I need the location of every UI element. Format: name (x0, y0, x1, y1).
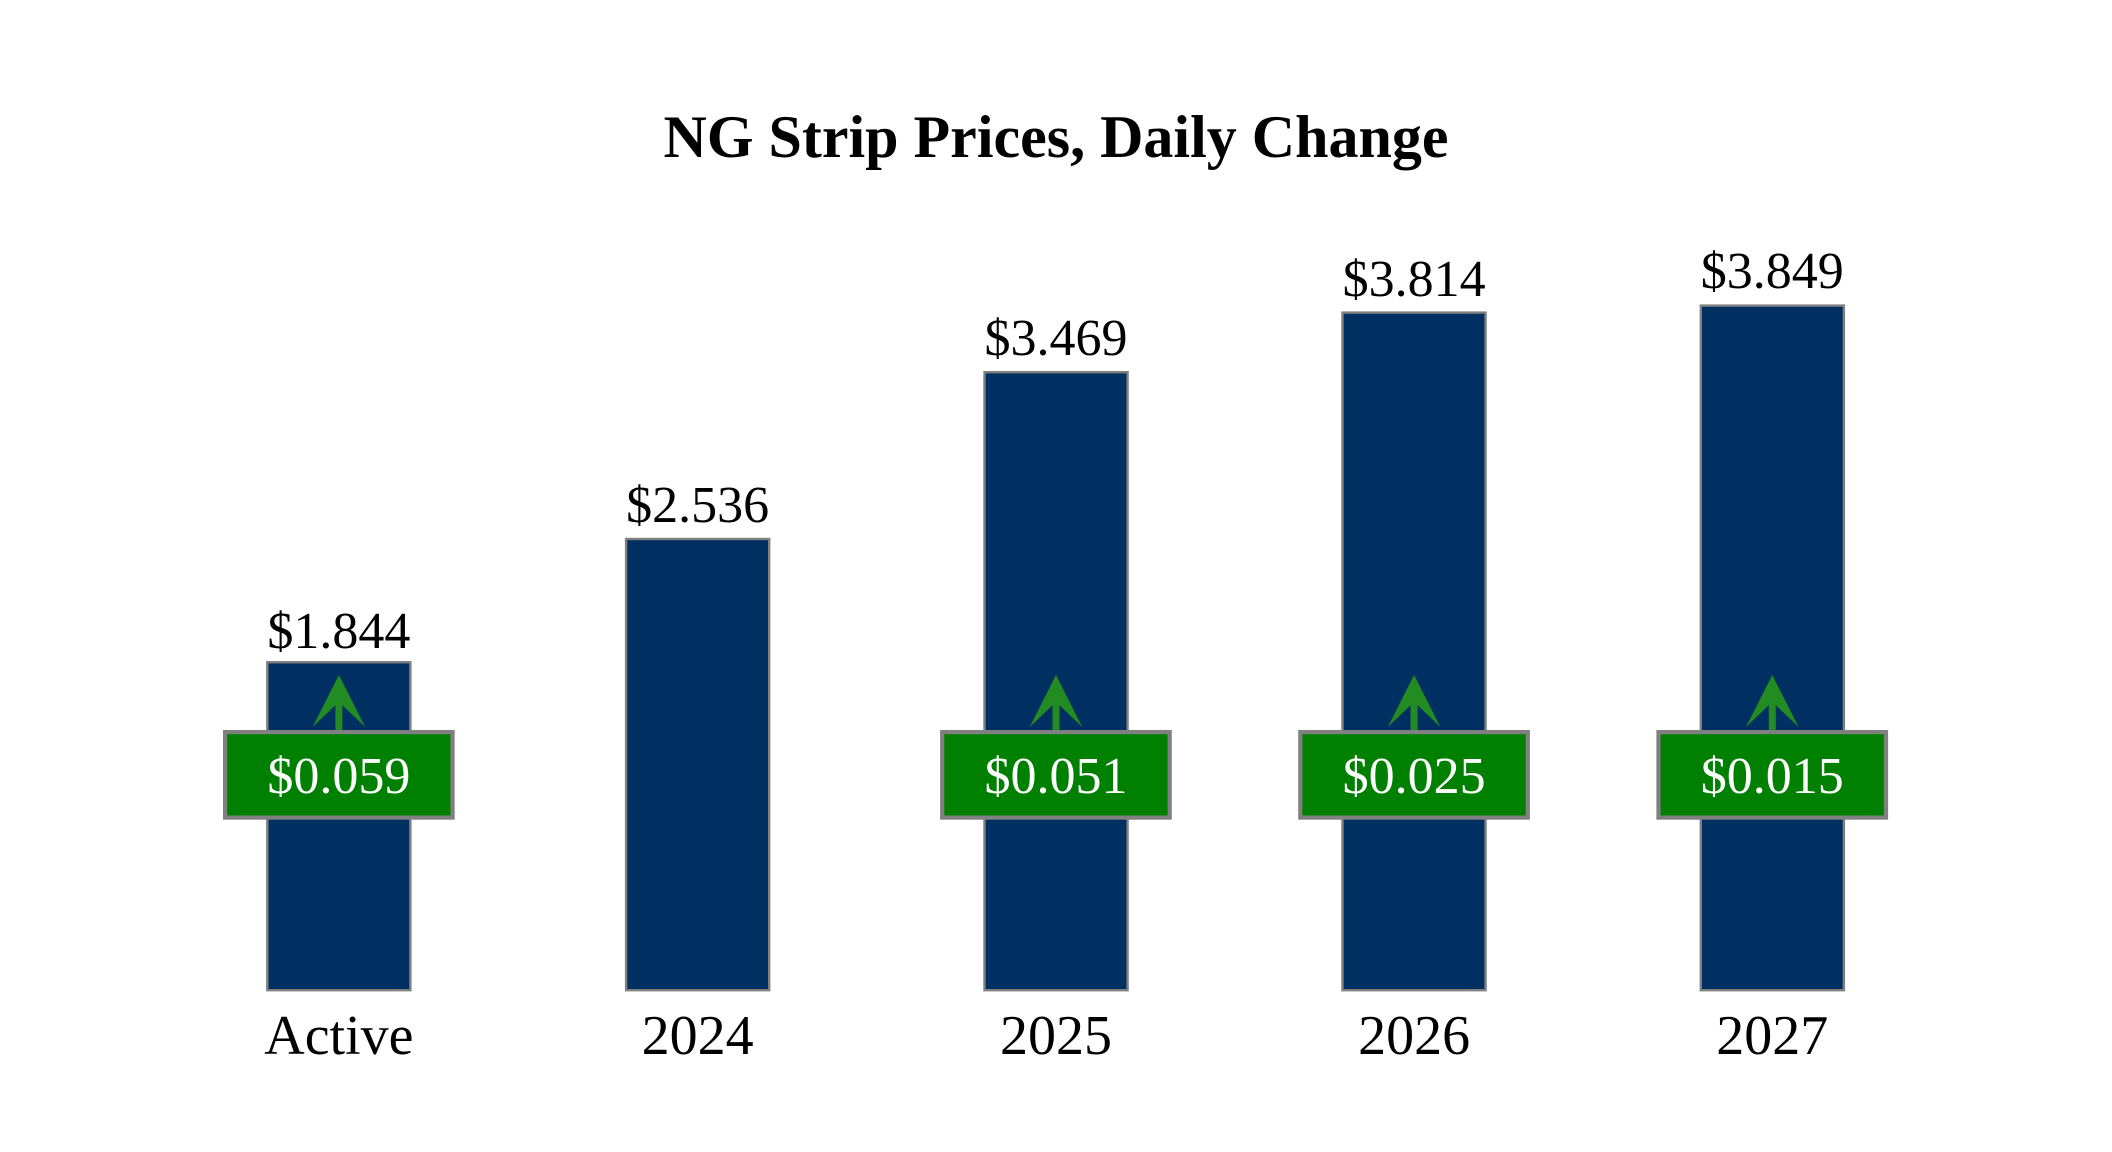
svg-text:$3.849: $3.849 (1701, 243, 1844, 300)
svg-text:Active: Active (264, 1005, 413, 1067)
svg-text:2024: 2024 (642, 1005, 754, 1067)
svg-text:$0.025: $0.025 (1343, 748, 1486, 805)
svg-text:$0.059: $0.059 (267, 748, 410, 805)
svg-text:$0.051: $0.051 (985, 748, 1128, 805)
svg-text:2027: 2027 (1716, 1005, 1828, 1067)
svg-text:2026: 2026 (1358, 1005, 1470, 1067)
svg-text:$3.814: $3.814 (1343, 251, 1486, 308)
svg-text:2025: 2025 (1000, 1005, 1112, 1067)
svg-text:$3.469: $3.469 (985, 310, 1128, 367)
svg-text:NG Strip Prices, Daily Change: NG Strip Prices, Daily Change (664, 104, 1449, 170)
svg-text:$2.536: $2.536 (626, 477, 769, 534)
svg-text:$0.015: $0.015 (1701, 748, 1844, 805)
svg-text:$1.844: $1.844 (267, 603, 410, 660)
